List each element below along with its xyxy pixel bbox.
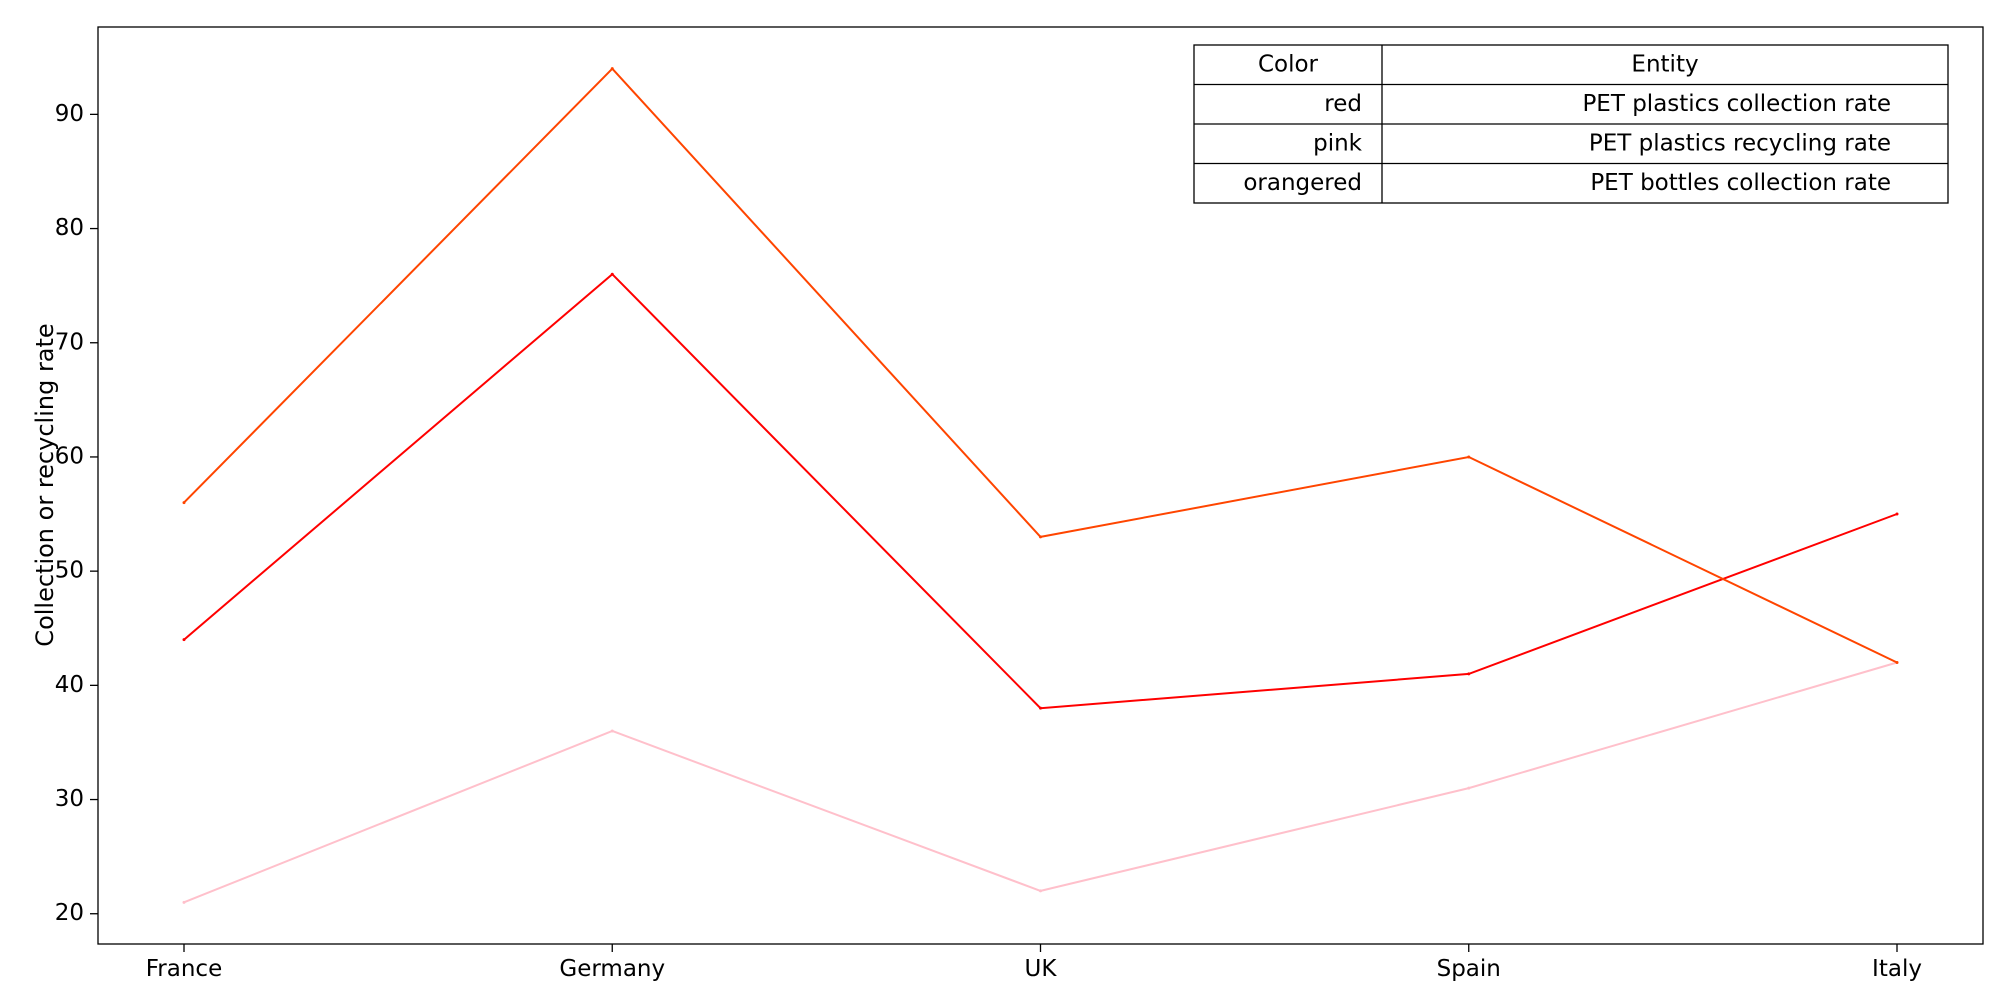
series-2-point-3	[1467, 455, 1471, 459]
series-2-point-4	[1895, 661, 1899, 665]
series-1-point-2	[1039, 889, 1042, 893]
series-0-point-3	[1467, 672, 1471, 676]
y-axis-ticks: 20 30 40 50 60 70 80 90	[55, 101, 98, 926]
series-0-point-0	[182, 638, 186, 642]
legend-row-2-color: orangered	[1243, 170, 1362, 196]
legend-row-1-color: pink	[1313, 130, 1363, 156]
y-tick-label-5: 70	[55, 329, 84, 355]
series-0-point-4	[1895, 512, 1899, 516]
x-axis-ticks: France Germany UK Spain Italy	[146, 944, 1922, 982]
x-tick-label-3: Spain	[1437, 956, 1501, 982]
series-1-point-0	[182, 900, 186, 904]
series-1-point-1	[610, 729, 614, 733]
y-axis-label: Collection or recycling rate	[31, 323, 59, 646]
y-tick-label-7: 90	[55, 101, 84, 127]
legend-header-color: Color	[1258, 51, 1319, 77]
legend-table: Color Entity red PET plastics collection ra…	[1193, 44, 1949, 204]
series-line-0	[183, 272, 1898, 710]
y-tick-label-1: 30	[55, 786, 84, 812]
series-1-point-3	[1467, 786, 1471, 790]
legend-header-entity: Entity	[1631, 51, 1698, 77]
x-tick-label-1: Germany	[559, 956, 665, 982]
y-tick-label-6: 80	[55, 215, 84, 241]
x-tick-label-2: UK	[1025, 956, 1058, 982]
series-line-1	[183, 661, 1898, 904]
y-tick-label-4: 60	[55, 443, 84, 469]
y-tick-label-3: 50	[55, 558, 84, 584]
series-0-point-2	[1039, 706, 1042, 710]
series-2-point-1	[610, 67, 614, 71]
legend-row-1-entity: PET plastics recycling rate	[1589, 130, 1891, 156]
legend-row-2-entity: PET bottles collection rate	[1590, 170, 1891, 196]
y-tick-label-0: 20	[55, 900, 84, 926]
series-layer	[182, 67, 1899, 904]
x-tick-label-0: France	[146, 956, 222, 982]
series-0-point-1	[610, 272, 614, 276]
x-tick-label-4: Italy	[1872, 956, 1922, 982]
legend-row-0-color: red	[1324, 91, 1362, 117]
series-2-point-0	[182, 501, 186, 505]
legend-row-0-entity: PET plastics collection rate	[1582, 91, 1891, 117]
y-tick-label-2: 40	[55, 672, 84, 698]
series-2-point-2	[1039, 535, 1042, 539]
